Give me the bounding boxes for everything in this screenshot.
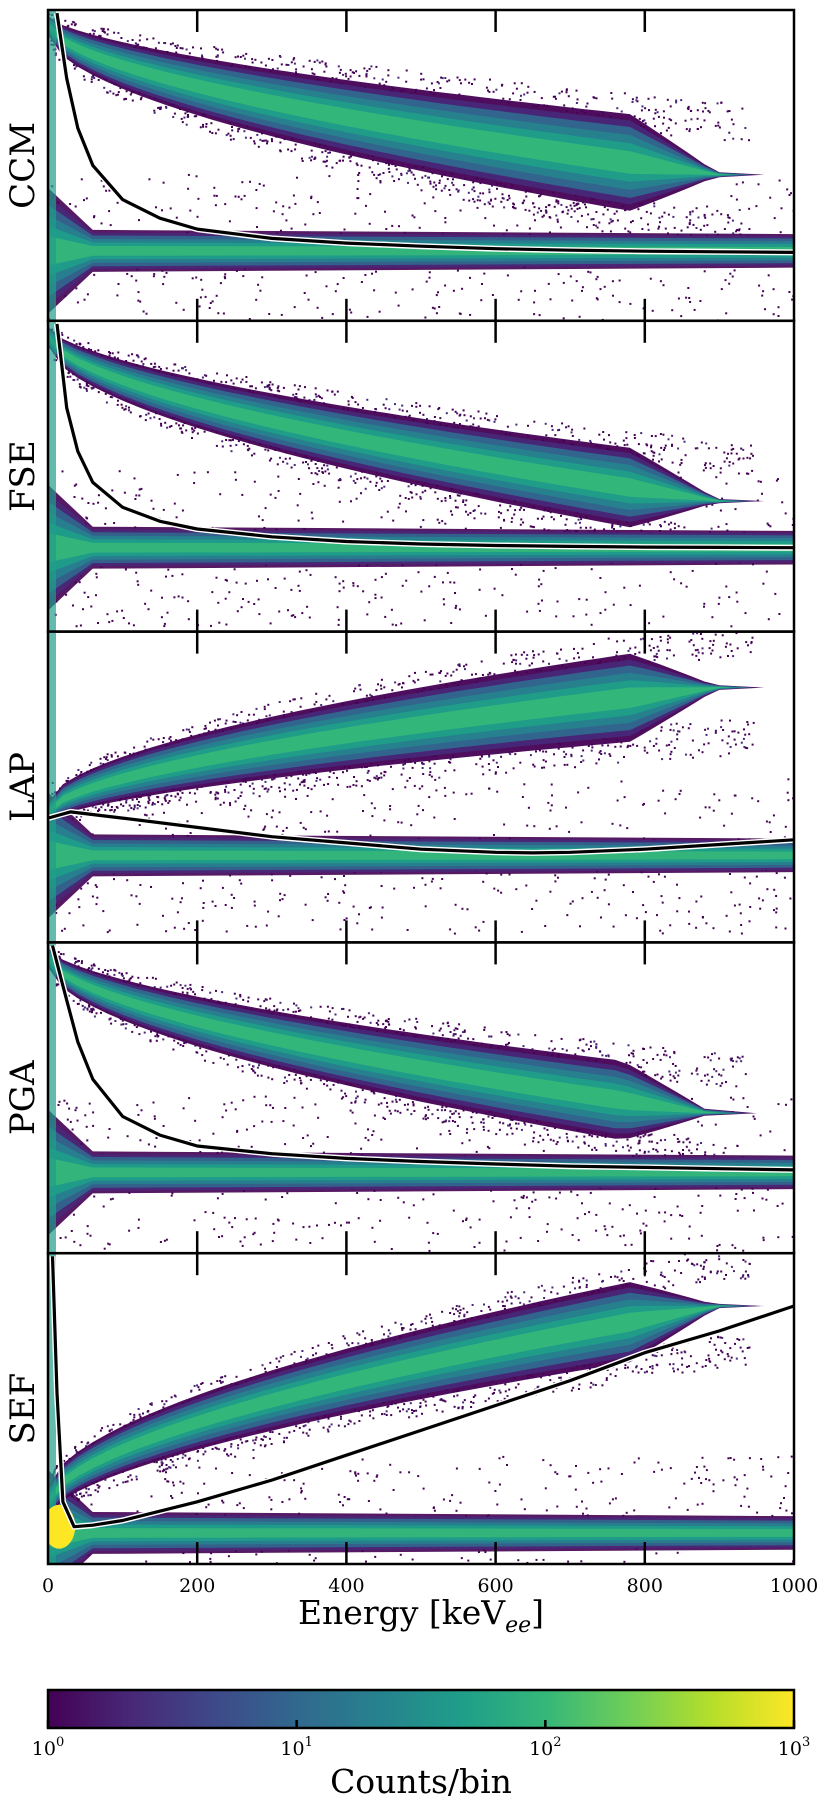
x-tick-labels: 0 200 400 600 800 1000 (42, 1575, 818, 1597)
x-axis-label-main: Energy [keV (298, 1593, 506, 1632)
x-tick-label: 600 (477, 1575, 513, 1597)
panel-label-sef: SEF (3, 1373, 43, 1445)
x-axis-label-sub: ee (505, 1613, 531, 1638)
panel-sef: SEF (3, 1251, 796, 1566)
panel-pga: PGA (3, 941, 796, 1255)
x-tick-label: 0 (42, 1575, 54, 1597)
heatmap-ccm (48, 10, 794, 321)
x-axis-label: Energy [keVee] (298, 1593, 544, 1638)
colorbar-tick-label: 100 (32, 1735, 64, 1760)
colorbar-ticks: 100 101 102 103 (32, 1720, 810, 1760)
panel-fse: FSE (3, 319, 796, 633)
x-tick-label: 400 (328, 1575, 364, 1597)
mean-curve-sef (50, 1256, 794, 1529)
heatmap-fse (48, 320, 794, 632)
colorbar-tick-label: 101 (280, 1735, 312, 1760)
panel-label-lap: LAP (3, 752, 43, 822)
x-axis-label-close: ] (531, 1593, 544, 1632)
x-tick-label: 1000 (770, 1575, 818, 1597)
colorbar-tick-label: 102 (529, 1735, 561, 1760)
mean-curve-ccm (55, 12, 794, 254)
mean-curve-fse (55, 323, 794, 550)
colorbar (46, 1688, 796, 1730)
colorbar-label: Counts/bin (330, 1762, 512, 1801)
panels: CCM FSE LAP PGA SEF (3, 8, 796, 1566)
heatmap-sef (48, 1253, 794, 1564)
colorbar-tick-label: 103 (778, 1735, 810, 1760)
x-tick-label: 800 (627, 1575, 663, 1597)
heatmap-lap (48, 631, 794, 943)
x-tick-label: 200 (179, 1575, 215, 1597)
panel-lap: LAP (3, 630, 796, 944)
panel-frame (46, 1251, 796, 1566)
heatmap-pga (48, 942, 794, 1254)
mean-curve-pga (50, 945, 794, 1172)
panel-label-ccm: CCM (3, 122, 43, 209)
panel-label-pga: PGA (3, 1060, 43, 1135)
panel-ccm: CCM (3, 8, 796, 323)
mean-curve-lap (48, 810, 794, 855)
panel-label-fse: FSE (3, 440, 43, 512)
